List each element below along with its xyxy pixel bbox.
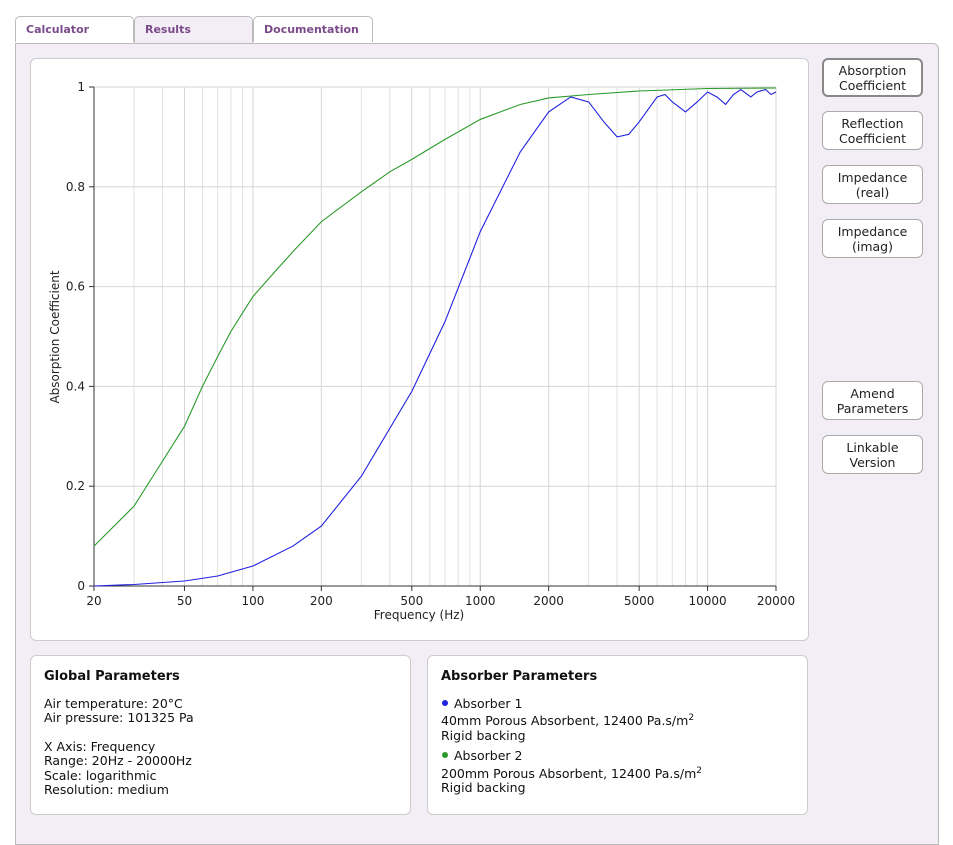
chart: Frequency (Hz) Absorption Coefficient 20… [48, 80, 795, 622]
legend-dot [442, 752, 448, 759]
param: Range: 20Hz - 20000Hz [44, 753, 192, 768]
tab[interactable]: Calculator [15, 16, 134, 42]
button[interactable]: Linkable Version [822, 435, 923, 474]
x-tick-label: 1000 [465, 594, 496, 608]
superscript: 2 [688, 713, 695, 723]
param: X Axis: Frequency [44, 738, 156, 754]
x-tick-label: 2000 [533, 594, 564, 608]
tab[interactable]: Documentation [253, 16, 373, 42]
button[interactable]: Absorption Coefficient [822, 58, 923, 97]
param: Scale: logarithmic [44, 767, 157, 783]
absorber-name: Absorber 2 [454, 748, 523, 764]
param: Air temperature: 20°C [44, 695, 183, 711]
button[interactable]: Impedance (imag) [822, 219, 923, 258]
absorber-desc: 40mm Porous Absorbent, 12400 Pa.s/m [441, 713, 689, 729]
x-tick-label: 200 [310, 594, 333, 608]
button[interactable]: Reflection Coefficient [822, 111, 923, 150]
param: Air pressure: 101325 Pa [44, 710, 194, 725]
chart-box: Frequency (Hz) Absorption Coefficient 20… [30, 58, 809, 641]
series-line [93, 88, 777, 587]
series-line [93, 87, 777, 547]
tab[interactable]: Results [134, 16, 253, 44]
global-parameters: Global Parameters Air temperature: 20°C … [30, 655, 411, 815]
button[interactable]: Amend Parameters [822, 381, 923, 420]
button[interactable]: Impedance (real) [822, 165, 923, 204]
page: Calculator Results Documentation Frequen… [15, 16, 939, 845]
y-axis-label: Absorption Coefficient [48, 270, 62, 403]
y-tick-label: 0.2 [66, 479, 85, 493]
absorber-name: Absorber 1 [454, 695, 523, 711]
y-tick-label: 0.4 [66, 379, 85, 393]
backing: Rigid backing [441, 727, 526, 743]
absorber-desc: 200mm Porous Absorbent, 12400 Pa.s/m [441, 765, 697, 781]
x-tick-label: 20 [86, 594, 101, 608]
x-tick-label: 500 [400, 594, 423, 608]
x-tick-label: 5000 [624, 594, 655, 608]
panel-title: Global Parameters [44, 669, 180, 684]
backing: Rigid backing [441, 780, 526, 796]
y-tick-label: 1 [77, 80, 85, 94]
y-tick-label: 0 [77, 579, 85, 593]
y-tick-label: 0.8 [66, 180, 85, 194]
x-tick-label: 50 [177, 594, 192, 608]
x-tick-label: 20000 [757, 594, 795, 608]
x-tick-label: 10000 [688, 594, 726, 608]
panel-title: Absorber Parameters [441, 669, 598, 684]
legend-dot [442, 699, 448, 706]
superscript: 2 [696, 765, 703, 776]
y-tick-label: 0.6 [66, 280, 85, 294]
x-tick-label: 100 [241, 594, 264, 608]
x-axis-label: Frequency (Hz) [374, 608, 465, 622]
absorber-parameters: Absorber Parameters Absorber 1 40mm Poro… [427, 655, 808, 815]
param: Resolution: medium [44, 782, 169, 797]
